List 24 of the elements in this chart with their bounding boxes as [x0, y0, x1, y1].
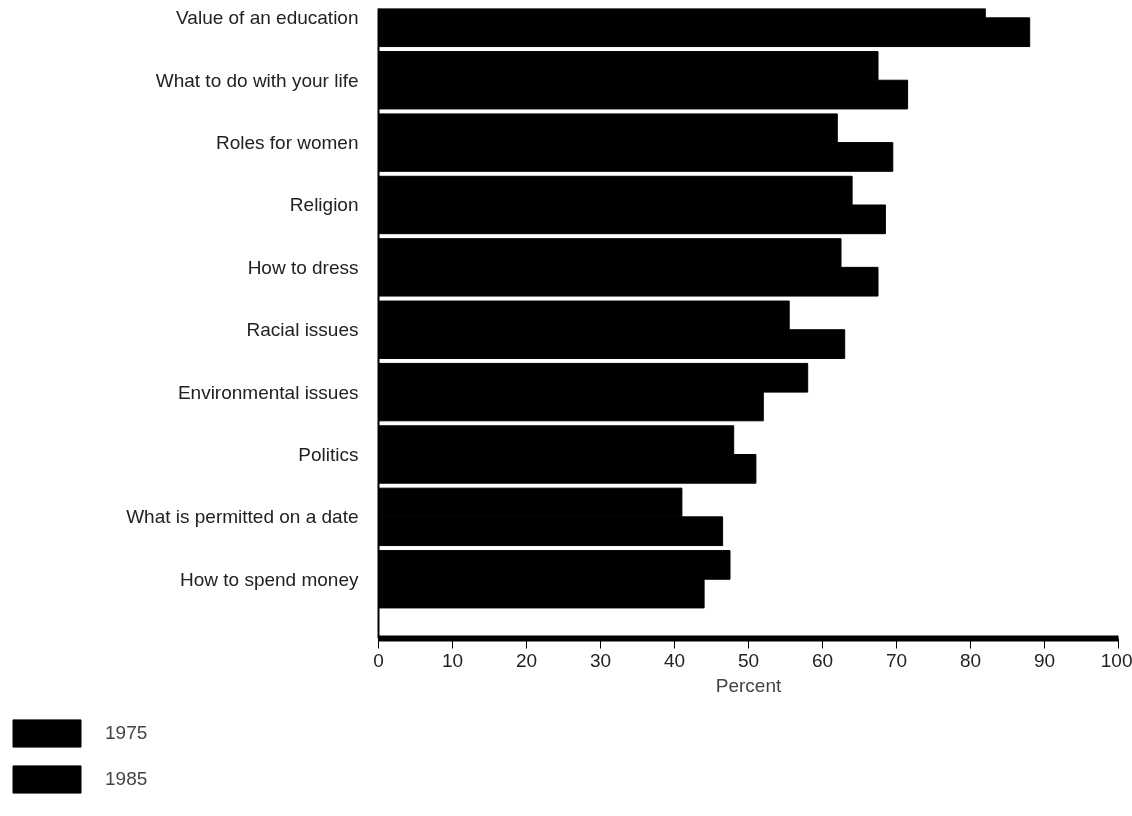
x-tick-label: 20: [515, 649, 538, 671]
x-tick-label: 100: [1100, 649, 1132, 671]
x-tick-label: 80: [959, 649, 982, 671]
y-tick-label: Roles for women: [215, 132, 359, 154]
x-tick-label: 30: [589, 649, 612, 671]
x-axis-title: Percent: [715, 674, 782, 696]
legend-label: 1975: [105, 722, 148, 744]
x-tick-label: 10: [441, 649, 464, 671]
y-tick-label: Religion: [289, 194, 359, 216]
y-tick-label: Environmental issues: [177, 381, 359, 403]
y-tick-label: What to do with your life: [155, 69, 359, 91]
legend-label: 1985: [105, 768, 148, 790]
x-tick-label: 60: [811, 649, 834, 671]
y-tick-label: How to spend money: [180, 568, 359, 590]
x-tick-label: 0: [373, 649, 384, 671]
x-tick-label: 50: [737, 649, 760, 671]
y-tick-label: What is permitted on a date: [126, 506, 359, 528]
y-tick-label: Value of an education: [176, 7, 359, 29]
x-tick-label: 70: [885, 649, 908, 671]
x-tick-label: 90: [1033, 649, 1056, 671]
x-tick-label: 40: [663, 649, 686, 671]
y-tick-label: Politics: [298, 443, 359, 465]
y-tick-label: Racial issues: [246, 319, 359, 341]
y-tick-label: How to dress: [247, 256, 359, 278]
